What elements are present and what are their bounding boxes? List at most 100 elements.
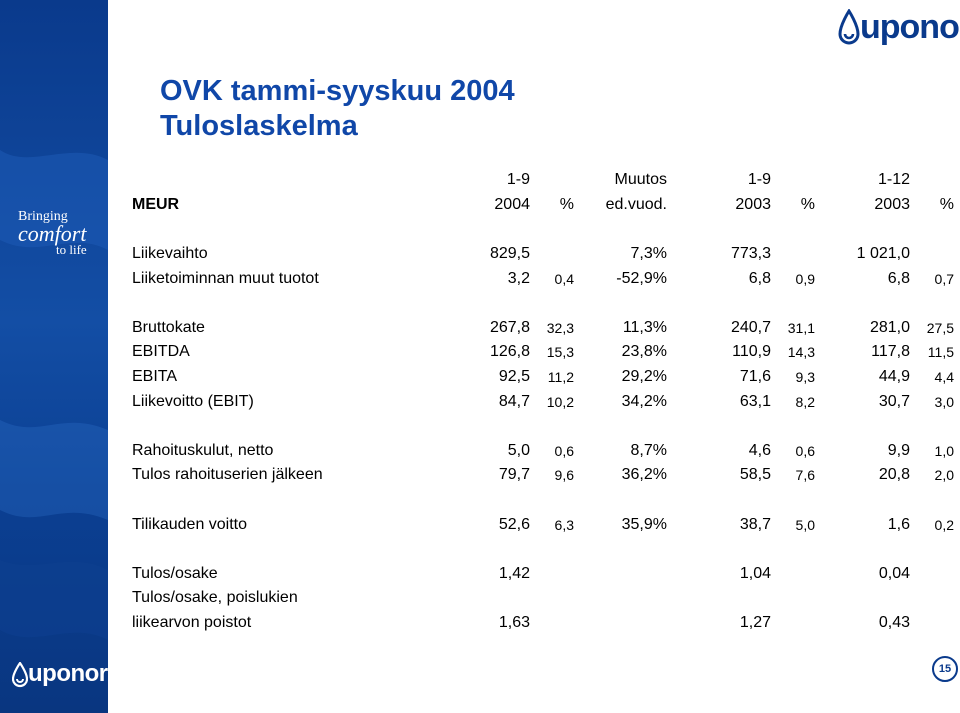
table-cell: 1,27: [739, 613, 771, 631]
table-cell: [530, 242, 574, 267]
table-cell: [438, 586, 530, 611]
table-cell: Muutos: [614, 171, 667, 189]
table-cell: 110,9: [732, 343, 771, 361]
page-title: OVK tammi-syyskuu 2004 Tuloslaskelma: [160, 74, 515, 144]
table-cell: 9,6: [554, 467, 574, 484]
table-cell: %: [939, 195, 954, 213]
table-row: Tilikauden voitto 52,6 6,3 35,9% 38,7 5,0 1,6 0…: [120, 512, 954, 537]
table-cell: 0,2: [934, 516, 954, 533]
row-label: liikearvon poistot: [132, 613, 252, 631]
table-cell: [771, 168, 815, 193]
row-label: Tulos/osake, poislukien: [132, 589, 298, 607]
row-label: Bruttokate: [132, 318, 205, 336]
table-cell: 1-9: [506, 171, 530, 189]
table-cell: 1,42: [498, 564, 530, 582]
table-cell: 35,9%: [621, 515, 667, 533]
table-cell: [771, 611, 815, 636]
table-cell: 5,0: [507, 441, 530, 459]
row-spacer: [120, 217, 954, 242]
table-cell: 58,5: [739, 466, 771, 484]
row-label: MEUR: [132, 195, 180, 213]
table-cell: [530, 586, 574, 611]
row-label: Rahoituskulut, netto: [132, 441, 274, 459]
table-row: Bruttokate 267,8 32,3 11,3% 240,7 31,1 281,0 27…: [120, 316, 954, 341]
table-cell: 34,2%: [621, 392, 667, 410]
table-cell: [574, 562, 667, 587]
table-cell: 8,2: [795, 393, 815, 410]
table-cell: 0,6: [554, 442, 574, 459]
table-cell: [910, 586, 954, 611]
table-cell: 0,6: [795, 442, 815, 459]
table-cell: 11,2: [547, 369, 574, 386]
table-cell: 38,7: [739, 515, 771, 533]
table-cell: 0,7: [934, 270, 954, 287]
table-cell: [530, 562, 574, 587]
table-cell: [815, 586, 910, 611]
brand-tagline: Bringing comfort to life: [18, 210, 87, 257]
table-cell: 7,3%: [630, 245, 667, 263]
table-cell: 14,3: [787, 344, 815, 361]
table-cell: 30,7: [878, 392, 910, 410]
row-label: Tulos/osake: [132, 564, 218, 582]
table-cell: 23,8%: [621, 343, 667, 361]
table-cell: 8,7%: [630, 441, 667, 459]
table-cell: 9,9: [887, 441, 910, 459]
table-cell: 773,3: [730, 245, 771, 263]
table-cell: 267,8: [489, 318, 530, 336]
row-spacer: [120, 537, 954, 562]
row-label: Liikevoitto (EBIT): [132, 392, 254, 410]
row-label: Tulos rahoituserien jälkeen: [132, 466, 323, 484]
table-cell: 1,63: [498, 613, 530, 631]
table-cell: 0,9: [795, 270, 815, 287]
table-cell: 32,3: [546, 319, 574, 336]
row-label: Liiketoiminnan muut tuotot: [132, 269, 319, 287]
table-cell: 0,04: [878, 564, 910, 582]
uponor-logo-bottom: uponor: [12, 660, 108, 688]
table-cell: 79,7: [498, 466, 530, 484]
table-cell: 126,8: [489, 343, 530, 361]
table-cell: [910, 611, 954, 636]
page-number-badge: 15: [932, 656, 958, 682]
water-drop-icon: [838, 9, 860, 45]
water-drop-icon: [12, 662, 28, 688]
row-spacer: [120, 414, 954, 439]
row-label: [120, 168, 438, 193]
table-row: Liikevoitto (EBIT) 84,7 10,2 34,2% 63,1 8,2 30…: [120, 389, 954, 414]
tagline-line-2: comfort: [18, 221, 87, 246]
table-row: Tulos/osake, poislukien: [120, 586, 954, 611]
row-spacer: [120, 488, 954, 513]
table-cell: [667, 586, 771, 611]
table-row: Liikevaihto 829,5 7,3% 773,3 1 021,0: [120, 242, 954, 267]
table-cell: 15,3: [546, 344, 574, 361]
table-header-row: MEUR 2004% ed.vuod. 2003% 2003%: [120, 193, 954, 218]
row-label: EBITA: [132, 368, 178, 386]
table-cell: 84,7: [498, 392, 530, 410]
table-cell: 829,5: [489, 245, 530, 263]
title-line-1: OVK tammi-syyskuu 2004: [160, 75, 515, 107]
table-cell: 31,1: [787, 319, 815, 336]
income-statement-table: 1-9 Muutos 1-9 1-12 MEUR 2004% ed.vuod. 2003% 20…: [120, 168, 954, 635]
table-cell: 20,8: [878, 466, 910, 484]
table-cell: 27,5: [926, 319, 954, 336]
uponor-logo-top: uponor: [838, 8, 960, 47]
table-cell: [530, 611, 574, 636]
table-cell: %: [800, 195, 815, 213]
table-row: Rahoituskulut, netto 5,0 0,6 8,7% 4,6 0,6 9,9 1…: [120, 439, 954, 464]
table-cell: 2004: [494, 195, 530, 213]
logo-text: uponor: [28, 660, 108, 687]
brand-sidebar: Bringing comfort to life uponor: [0, 0, 108, 713]
table-cell: [771, 586, 815, 611]
table-cell: 2003: [874, 195, 910, 213]
table-cell: [910, 168, 954, 193]
table-cell: [574, 611, 667, 636]
row-spacer: [120, 291, 954, 316]
row-label: Liikevaihto: [132, 245, 208, 263]
table-cell: -52,9%: [616, 269, 667, 287]
table-cell: [771, 562, 815, 587]
logo-text: uponor: [860, 8, 960, 46]
table-header-row: 1-9 Muutos 1-9 1-12: [120, 168, 954, 193]
table-row: liikearvon poistot 1,63 1,27 0,43: [120, 611, 954, 636]
table-row: Tulos/osake 1,42 1,04 0,04: [120, 562, 954, 587]
table-cell: 240,7: [730, 318, 771, 336]
table-cell: %: [559, 195, 574, 213]
